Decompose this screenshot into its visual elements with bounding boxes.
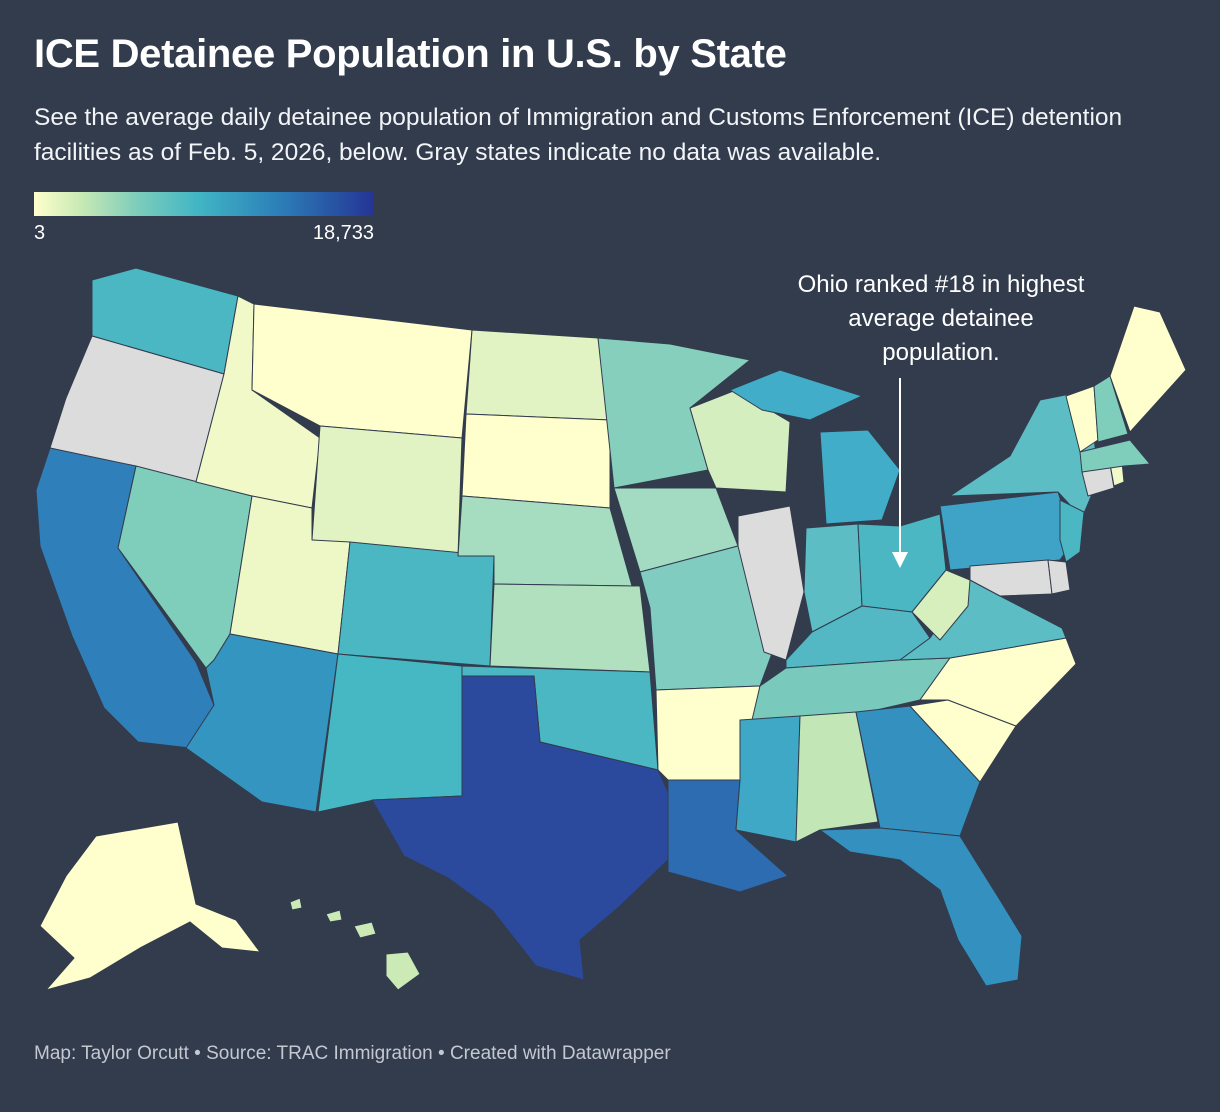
state-michigan[interactable] (819, 429, 901, 525)
state-delaware[interactable] (1047, 559, 1071, 595)
state-maine[interactable] (1109, 305, 1187, 433)
state-colorado[interactable] (337, 541, 495, 667)
state-texas[interactable] (371, 675, 669, 981)
state-georgia[interactable] (855, 705, 981, 837)
state-mississippi[interactable] (735, 715, 801, 843)
state-arizona[interactable] (185, 633, 339, 813)
state-alaska[interactable] (39, 821, 261, 991)
state-south-dakota[interactable] (461, 413, 611, 509)
state-pennsylvania[interactable] (939, 491, 1075, 571)
legend-min-label: 3 (34, 222, 46, 244)
state-kansas[interactable] (489, 583, 651, 673)
state-maryland[interactable] (969, 559, 1053, 597)
state-hawaii[interactable] (289, 897, 421, 991)
state-new-jersey[interactable] (1059, 499, 1085, 563)
state-north-dakota[interactable] (465, 329, 611, 421)
state-new-mexico[interactable] (317, 653, 463, 813)
state-massachusetts[interactable] (1079, 439, 1151, 473)
legend-max-label: 18,733 (312, 222, 374, 244)
state-florida[interactable] (819, 827, 1023, 987)
state-wyoming[interactable] (311, 425, 463, 557)
map-footer: Map: Taylor Orcutt • Source: TRAC Immigr… (34, 1043, 671, 1064)
map-title: ICE Detainee Population in U.S. by State (34, 32, 787, 76)
state-alabama[interactable] (795, 711, 879, 843)
color-legend-gradient (34, 192, 374, 216)
states-layer (35, 267, 1187, 991)
state-michigan-upper[interactable] (729, 369, 863, 421)
map-subtitle: See the average daily detainee populatio… (34, 104, 1123, 166)
state-new-hampshire[interactable] (1093, 375, 1129, 443)
state-west-virginia[interactable] (911, 569, 971, 641)
ohio-annotation: Ohio ranked #18 in highest average detai… (797, 271, 1085, 366)
annotation-arrowhead (892, 552, 908, 568)
